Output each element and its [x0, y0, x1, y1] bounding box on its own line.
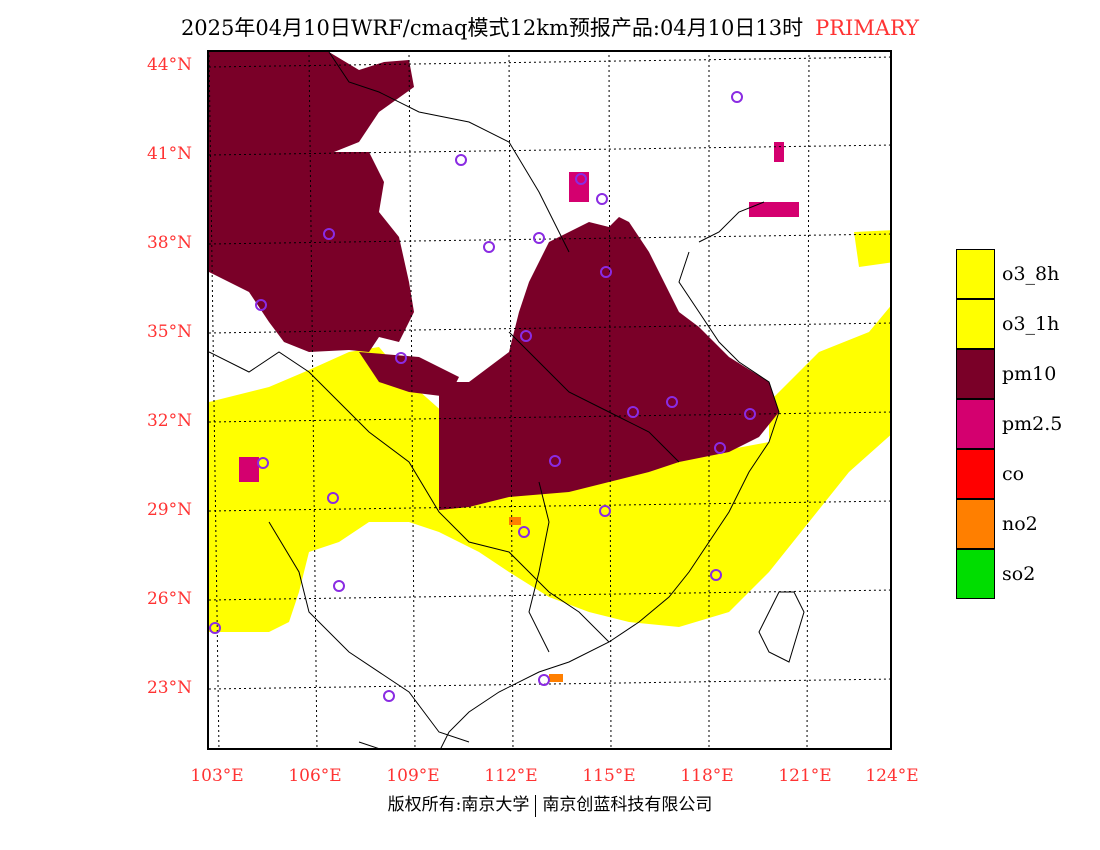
legend-swatch [956, 549, 995, 599]
copyright-right: 南京创蓝科技有限公司 [542, 795, 713, 815]
legend-label: pm10 [1002, 363, 1057, 385]
lon-label-118: 118°E [680, 766, 734, 786]
legend-swatch [956, 349, 995, 399]
no2-spots [509, 517, 563, 682]
legend-label: o3_1h [1002, 313, 1060, 335]
legend-item-o3-1h: o3_1h [956, 299, 1076, 349]
title-tag: PRIMARY [815, 16, 920, 40]
legend-item-pm25: pm2.5 [956, 399, 1076, 449]
legend-item-co: co [956, 449, 1076, 499]
map-title: 2025年04月10日WRF/cmaq模式12km预报产品:04月10日13时 P… [0, 12, 1100, 42]
pollutant-legend: o3_8h o3_1h pm10 pm2.5 co no2 so2 [956, 249, 1076, 599]
lat-label-26: 26°N [146, 589, 192, 609]
lat-label-41: 41°N [146, 144, 192, 164]
copyright-footer: 版权所有:南京大学 南京创蓝科技有限公司 [0, 790, 1100, 817]
legend-item-so2: so2 [956, 549, 1076, 599]
lon-label-106: 106°E [288, 766, 342, 786]
station-markers [209, 91, 756, 702]
title-main: 2025年04月10日WRF/cmaq模式12km预报产品:04月10日13时 [180, 16, 804, 40]
lon-label-121: 121°E [778, 766, 832, 786]
lat-label-35: 35°N [146, 322, 192, 342]
coastline [209, 52, 805, 748]
legend-item-pm10: pm10 [956, 349, 1076, 399]
lon-label-115: 115°E [582, 766, 636, 786]
legend-swatch [956, 499, 995, 549]
lat-label-23: 23°N [146, 678, 192, 698]
graticule [209, 52, 890, 748]
legend-label: pm2.5 [1002, 413, 1063, 435]
lon-label-109: 109°E [386, 766, 440, 786]
legend-item-o3-8h: o3_8h [956, 249, 1076, 299]
lon-label-124: 124°E [865, 766, 919, 786]
lon-label-103: 103°E [190, 766, 244, 786]
legend-item-no2: no2 [956, 499, 1076, 549]
legend-label: no2 [1002, 513, 1038, 535]
map-canvas [209, 52, 890, 748]
pm25-spots [239, 142, 799, 482]
map-panel[interactable] [207, 50, 892, 750]
footer-divider [535, 794, 537, 817]
legend-swatch [956, 449, 995, 499]
lat-label-44: 44°N [146, 55, 192, 75]
lat-label-29: 29°N [146, 500, 192, 520]
pm10-region [209, 52, 779, 510]
legend-swatch [956, 299, 995, 349]
legend-label: o3_8h [1002, 263, 1060, 285]
legend-label: so2 [1002, 563, 1036, 585]
legend-swatch [956, 399, 995, 449]
copyright-left: 版权所有:南京大学 [387, 795, 530, 815]
lat-label-32: 32°N [146, 411, 192, 431]
lat-label-38: 38°N [146, 233, 192, 253]
lon-label-112: 112°E [484, 766, 538, 786]
legend-swatch [956, 249, 995, 299]
legend-label: co [1002, 463, 1025, 485]
